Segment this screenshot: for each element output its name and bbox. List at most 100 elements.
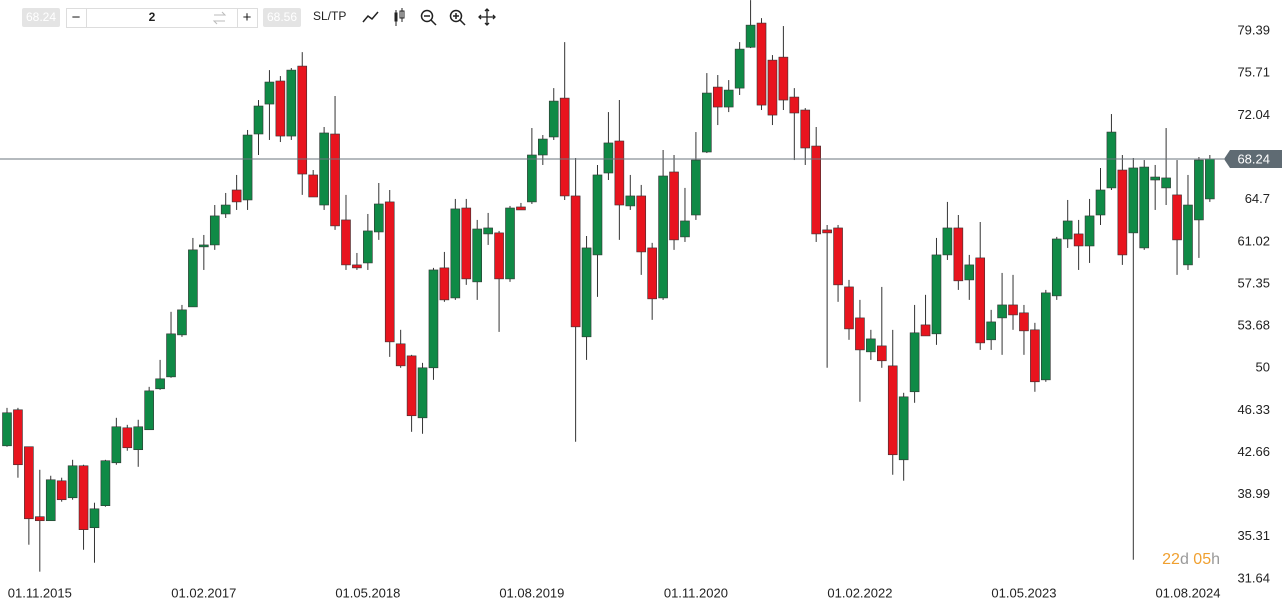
candle-body	[13, 409, 23, 466]
y-tick-label: 31.64	[1237, 570, 1270, 585]
candle-body	[472, 228, 483, 283]
candle-body	[1095, 189, 1106, 216]
candle-body	[876, 345, 887, 362]
candle-body	[166, 333, 176, 378]
candle-body	[844, 286, 854, 330]
candle-body	[866, 338, 876, 353]
y-tick-label: 46.33	[1237, 402, 1270, 417]
candle-icon[interactable]	[394, 8, 405, 26]
candle-body	[986, 321, 996, 341]
y-tick-label: 75.71	[1237, 65, 1270, 80]
candle-body	[800, 109, 811, 149]
candle-body	[942, 227, 953, 256]
x-tick-label: 01.02.2022	[827, 585, 892, 600]
candle-body	[1041, 292, 1051, 381]
candle-body	[516, 206, 526, 211]
candle-body	[1205, 158, 1215, 200]
swap-icon[interactable]	[212, 11, 227, 25]
bid-box[interactable]	[22, 8, 60, 27]
candle-body	[789, 96, 800, 114]
zoom-in-icon	[453, 13, 466, 26]
candle-body	[898, 396, 909, 461]
line-chart-icon[interactable]	[362, 11, 379, 23]
toolbar: 68.24 − 2 + 68.56 SL/TP	[22, 8, 496, 28]
candle-body	[494, 232, 504, 280]
candle-body	[1194, 159, 1204, 221]
y-tick-label: 38.99	[1237, 486, 1270, 501]
plus-button[interactable]: +	[243, 9, 252, 26]
candle-body	[450, 208, 461, 299]
candle-body	[887, 365, 898, 456]
candle-body	[1150, 176, 1160, 181]
candle-body	[964, 264, 975, 281]
candle-body	[1183, 204, 1193, 266]
candle-body	[373, 203, 384, 233]
y-tick-label: 61.02	[1237, 233, 1270, 248]
candle-body	[363, 230, 373, 264]
candle-body	[548, 100, 559, 138]
countdown-part: 22	[1162, 551, 1180, 568]
candle-body	[625, 195, 636, 207]
candle-body	[188, 249, 198, 308]
zoom-out-icon	[424, 15, 437, 26]
x-tick-label: 01.08.2024	[1155, 585, 1220, 600]
x-tick-label: 01.05.2018	[335, 585, 400, 600]
y-tick-label: 57.35	[1237, 275, 1270, 290]
quantity[interactable]: 2	[149, 10, 156, 24]
y-tick-label: 72.04	[1237, 107, 1270, 122]
x-tick-label: 01.11.2015	[8, 585, 72, 600]
candle-body	[538, 138, 548, 156]
candle-body	[975, 257, 986, 344]
countdown-part: d	[1180, 551, 1189, 568]
candle-body	[264, 81, 275, 105]
candle-body	[778, 56, 789, 101]
candle-body	[909, 332, 920, 393]
candle-body	[811, 145, 821, 235]
zoom-in-icon[interactable]	[449, 9, 463, 23]
candle-body	[822, 229, 832, 234]
zoom-out-icon[interactable]	[420, 9, 434, 23]
candle-body	[527, 154, 537, 203]
candle-body	[712, 86, 723, 108]
countdown-part: h	[1211, 551, 1220, 568]
candle-body	[1008, 304, 1018, 316]
candle-body	[997, 304, 1007, 319]
sltp-button[interactable]: SL/TP	[313, 9, 346, 23]
candle-body	[231, 189, 242, 203]
candle-body	[702, 92, 712, 153]
candle-body	[1073, 233, 1084, 247]
x-tick-label: 01.08.2019	[499, 585, 564, 600]
plot: 79.39 75.71 72.04 64.7 61.02 57.35 53.68 50 46.3…	[0, 0, 1282, 600]
candle-body	[1019, 312, 1029, 332]
candle-body	[767, 59, 778, 116]
candle-body	[658, 175, 668, 299]
candle-body	[1172, 194, 1182, 241]
candle-body	[417, 367, 428, 419]
candle-body	[242, 134, 253, 201]
candle-body	[78, 465, 89, 530]
candle-body	[428, 269, 439, 369]
candle-body	[920, 324, 931, 337]
candle-body	[592, 174, 603, 256]
candle-body	[253, 105, 264, 135]
candle-body	[2, 412, 12, 447]
candle-body	[953, 227, 964, 282]
candle-body	[1084, 215, 1095, 247]
candle-body	[100, 460, 111, 506]
candle-body	[1161, 177, 1171, 189]
quantity-box	[66, 8, 258, 28]
candle-body	[636, 195, 647, 253]
candle-body	[89, 508, 100, 529]
bid-price[interactable]: 68.24	[26, 10, 56, 24]
candle-body	[133, 426, 144, 451]
y-tick-label: 79.39	[1237, 23, 1270, 38]
candle-body	[177, 309, 187, 336]
ask-box[interactable]	[263, 8, 301, 27]
minus-button[interactable]: −	[72, 9, 81, 26]
candle-body	[144, 390, 154, 431]
candle-body	[833, 227, 843, 286]
candle-body	[756, 22, 767, 106]
candle-body	[855, 317, 865, 351]
pan-icon[interactable]	[478, 8, 496, 26]
ask-price[interactable]: 68.56	[267, 10, 297, 24]
